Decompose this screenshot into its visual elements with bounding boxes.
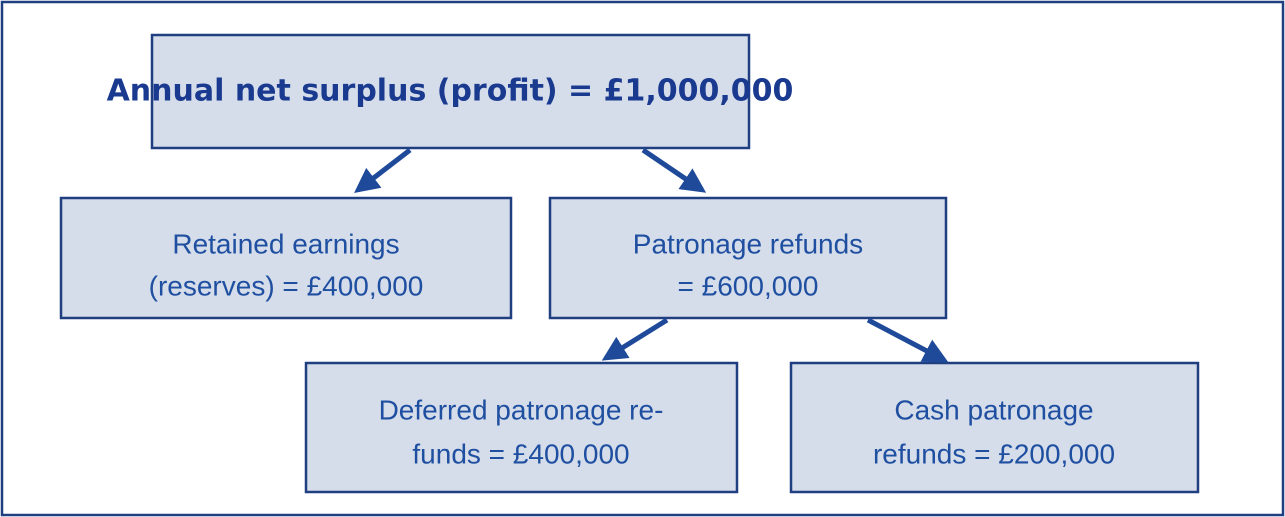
- box: [789, 361, 1200, 494]
- node-label: (reserves) = £400,000: [149, 270, 424, 301]
- arrow: [601, 317, 669, 361]
- arrow: [866, 317, 949, 363]
- box: [150, 33, 751, 150]
- node-label: Deferred patronage re-: [379, 394, 664, 425]
- box: [59, 196, 513, 320]
- box: [548, 196, 948, 320]
- box: [304, 361, 739, 494]
- node-label: Cash patronage: [894, 394, 1093, 425]
- node-label: Retained earnings: [172, 228, 399, 259]
- node-label: refunds = £200,000: [873, 438, 1115, 469]
- node-label: Patronage refunds: [633, 228, 863, 259]
- node-label: funds = £400,000: [412, 438, 629, 469]
- arrow: [641, 147, 707, 193]
- arrow: [354, 148, 412, 194]
- node-label: = £600,000: [678, 270, 819, 301]
- node-label: Annual net surplus (profit) = £1,000,000: [107, 74, 794, 109]
